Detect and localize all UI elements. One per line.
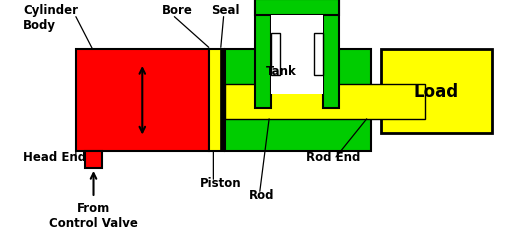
Bar [381,50,492,133]
Text: Rod End: Rod End [306,151,360,164]
Text: From
Control Valve: From Control Valve [49,201,138,229]
Text: Tank: Tank [266,65,297,78]
Text: Cylinder
Body: Cylinder Body [23,4,78,32]
Bar [209,50,224,152]
Bar [220,50,225,152]
Text: Load: Load [414,83,459,100]
Text: Piston: Piston [200,176,242,189]
Bar [271,16,323,94]
Bar [255,0,339,16]
Text: Head End: Head End [23,151,86,164]
Text: Seal: Seal [212,4,240,17]
Text: Bore: Bore [162,4,193,17]
Bar [85,152,102,168]
Bar [271,34,280,76]
Bar [314,34,323,76]
Bar [323,0,339,108]
Bar [255,0,271,108]
Bar [225,85,425,119]
Bar [225,50,371,152]
Bar [76,50,209,152]
Text: Rod: Rod [249,188,274,201]
